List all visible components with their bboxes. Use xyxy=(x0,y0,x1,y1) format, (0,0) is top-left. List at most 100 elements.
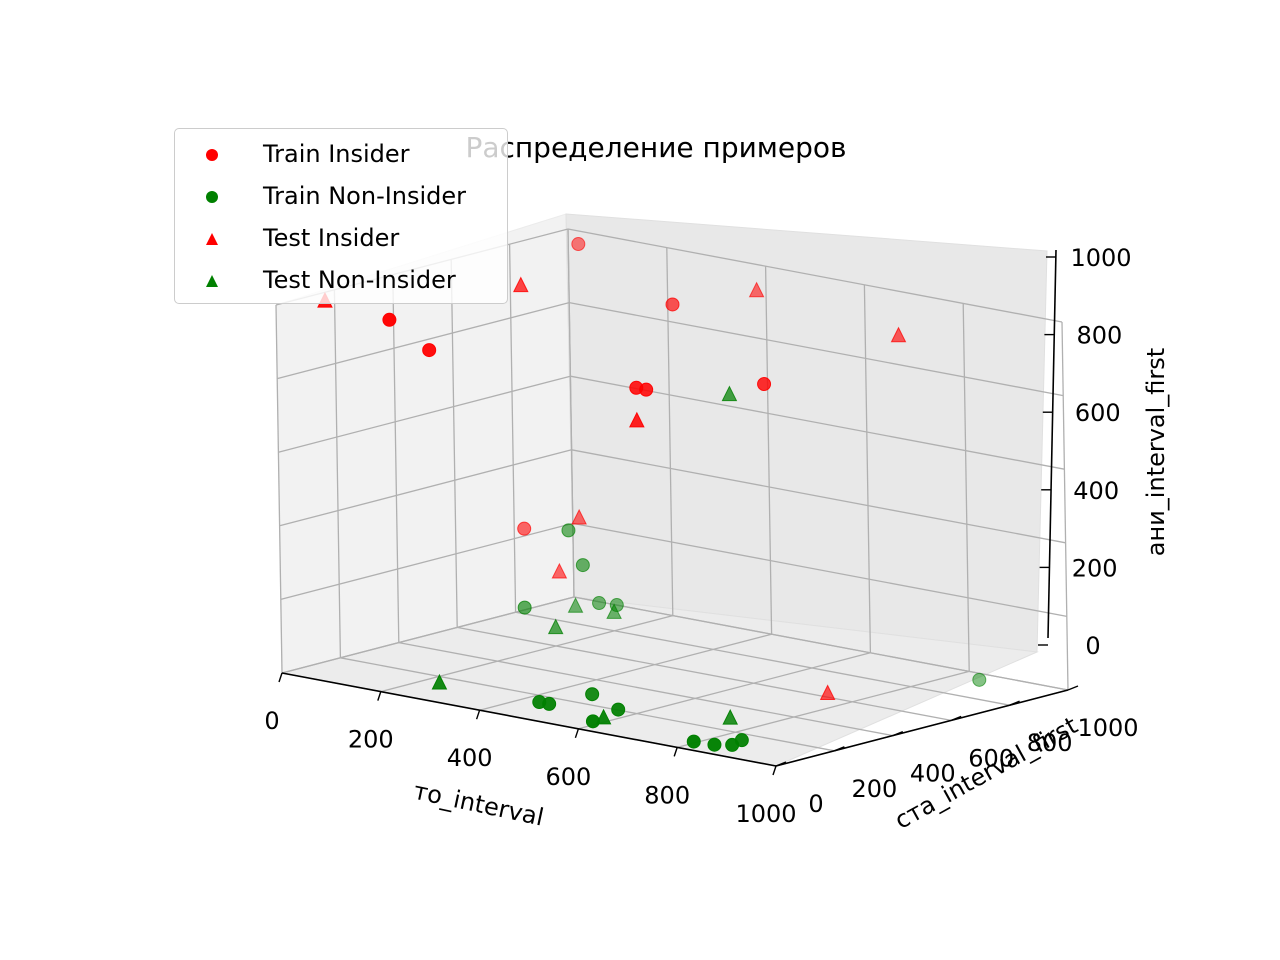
circle-point-train-non-insider xyxy=(707,737,722,752)
grid-line-x-floor xyxy=(677,670,970,749)
triangle-point-test-insider xyxy=(890,326,907,343)
z-tick-label: 600 xyxy=(1075,399,1121,427)
y-tick-label: 0 xyxy=(808,790,823,818)
triangle-point-test-non-insider xyxy=(567,597,584,613)
x-tick xyxy=(475,709,481,720)
x-tick-label: 0 xyxy=(264,707,279,735)
y-tick xyxy=(950,715,962,722)
circle-point-train-insider xyxy=(639,382,654,397)
grid-line-y-side xyxy=(275,304,283,674)
circle-point-train-non-insider xyxy=(592,596,607,611)
x-tick xyxy=(278,672,283,683)
grid-line-z-back xyxy=(571,449,1066,544)
chart-title: Распределение примеров xyxy=(465,131,846,164)
grid-line-y-floor xyxy=(515,611,1010,706)
x-tick xyxy=(772,765,777,776)
z-tick-label: 400 xyxy=(1073,477,1119,505)
y-tick-label: 800 xyxy=(1027,729,1073,757)
x-tick-label: 1000 xyxy=(735,800,796,828)
z-tick-label: 200 xyxy=(1072,554,1118,582)
y-tick-label: 200 xyxy=(851,775,897,803)
tick-marks xyxy=(278,256,1079,776)
y-tick xyxy=(775,761,787,767)
x-axis-line xyxy=(281,672,777,767)
triangle-point-test-insider xyxy=(748,281,765,298)
y-tick xyxy=(834,746,845,752)
grid-line-z-back xyxy=(569,301,1064,397)
x-tick xyxy=(574,728,580,739)
grid-line-y-floor xyxy=(457,626,952,722)
grid-line-x-back xyxy=(1061,321,1069,691)
grid-line-y-floor xyxy=(340,657,835,752)
triangle-marker-icon xyxy=(206,233,218,245)
triangle-point-test-non-insider xyxy=(547,618,564,635)
y-tick xyxy=(1067,685,1079,691)
grid-line-z-back xyxy=(572,522,1067,618)
circle-point-train-insider xyxy=(571,237,586,252)
z-axis-line xyxy=(1047,249,1057,639)
triangle-point-test-non-insider xyxy=(722,708,739,725)
triangle-point-test-non-insider xyxy=(721,385,738,402)
x-tick-label: 600 xyxy=(545,763,591,791)
legend-item-test-insider: Test Insider xyxy=(175,218,507,258)
grid-line-y-side xyxy=(392,274,400,643)
legend-label: Train Insider xyxy=(263,140,410,168)
triangle-point-test-insider xyxy=(551,562,568,579)
circle-point-train-non-insider xyxy=(585,687,600,702)
grid-line-x-floor xyxy=(479,633,772,711)
z-tick-label: 1000 xyxy=(1070,244,1131,272)
triangle-point-test-non-insider xyxy=(431,673,448,690)
circle-point-train-non-insider xyxy=(542,696,557,711)
x-tick xyxy=(673,747,678,757)
grid-line-x-back xyxy=(863,284,872,653)
circle-point-train-non-insider xyxy=(561,523,576,538)
triangle-point-test-non-insider xyxy=(606,603,622,619)
circle-point-train-non-insider xyxy=(972,672,987,687)
grid-line-x-floor xyxy=(578,652,871,730)
y-tick xyxy=(892,730,904,737)
circle-point-train-non-insider xyxy=(686,734,701,749)
circle-marker-icon xyxy=(206,191,218,203)
pane-back-right xyxy=(565,213,1048,653)
triangle-point-test-insider xyxy=(571,508,587,525)
z-tick-label: 800 xyxy=(1076,322,1122,350)
legend-label: Test Insider xyxy=(263,224,400,252)
grid-line-z-back xyxy=(567,228,1063,323)
legend-label: Train Non-Insider xyxy=(263,182,467,210)
grid-line-x-back xyxy=(962,303,970,672)
x-axis-label: то_interval xyxy=(411,777,546,832)
circle-point-train-insider xyxy=(422,343,437,358)
scatter-points xyxy=(317,237,987,752)
axis-lines xyxy=(281,249,1069,767)
circle-point-train-non-insider xyxy=(517,600,532,615)
triangle-point-test-insider xyxy=(819,684,836,700)
grid-line-z-side xyxy=(277,301,570,380)
circle-point-train-non-insider xyxy=(575,558,590,573)
grid-line-z-side xyxy=(279,449,572,527)
circle-marker-icon xyxy=(206,149,218,161)
y-axis-line xyxy=(775,689,1069,767)
circle-point-train-insider xyxy=(517,521,532,536)
triangle-marker-icon xyxy=(206,275,218,287)
grid-line-y-side xyxy=(333,289,342,658)
circle-point-train-non-insider xyxy=(585,714,600,729)
circle-point-train-insider xyxy=(757,377,772,392)
grid-line-x-floor xyxy=(380,614,673,693)
circle-point-train-insider xyxy=(382,312,397,327)
legend: Train Insider Train Non-Insider Test Ins… xyxy=(174,128,508,304)
grid-line-z-side xyxy=(278,375,571,453)
z-tick-label: 0 xyxy=(1085,632,1100,660)
z-axis-label: ани_interval_first xyxy=(1142,348,1170,556)
y-tick-label: 1000 xyxy=(1077,714,1138,742)
triangle-point-test-insider xyxy=(629,411,645,428)
y-tick-label: 400 xyxy=(910,760,956,788)
circle-point-train-non-insider xyxy=(611,702,626,717)
grid-line-z-side xyxy=(280,522,573,601)
legend-label: Test Non-Insider xyxy=(263,266,456,294)
x-tick xyxy=(377,691,382,701)
x-tick-label: 800 xyxy=(644,781,690,809)
legend-item-test-non-insider: Test Non-Insider xyxy=(175,260,507,300)
x-tick-label: 400 xyxy=(447,744,493,772)
